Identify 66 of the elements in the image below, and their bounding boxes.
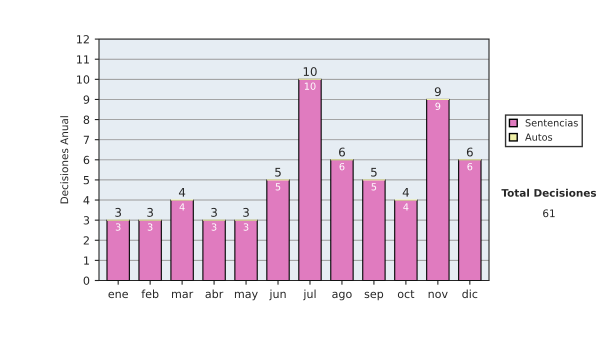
y-tick-label: 6 — [84, 156, 90, 164]
x-tick-label: may — [234, 292, 258, 300]
total-label: 10 — [304, 67, 317, 76]
bar — [458, 159, 482, 280]
x-tick-label: dic — [462, 290, 478, 298]
x-tick-label: sep — [364, 292, 384, 300]
y-tick-label: 12 — [77, 35, 89, 44]
bar — [234, 220, 258, 280]
data-label: 4 — [403, 203, 408, 210]
x-tick-label: ago — [332, 292, 352, 300]
legend-label: Autos — [525, 134, 552, 141]
data-label: 3 — [212, 223, 216, 231]
y-tick-label: 1 — [84, 256, 89, 265]
data-label: 10 — [304, 82, 316, 90]
y-tick-label: 8 — [84, 116, 90, 124]
x-tick-label: abr — [206, 290, 224, 298]
y-tick-label: 4 — [83, 196, 90, 204]
text: 61 — [543, 209, 555, 218]
total-label: 4 — [178, 188, 186, 197]
bar — [266, 179, 290, 280]
total-label: 4 — [402, 188, 409, 197]
y-tick-label: 2 — [84, 236, 89, 244]
bar — [106, 220, 130, 280]
data-label: 4 — [179, 203, 185, 210]
total-label: 3 — [115, 208, 121, 217]
total-label: 3 — [243, 208, 249, 217]
total-label: 6 — [466, 148, 473, 157]
x-tick-label: nov — [428, 292, 448, 298]
data-label: 5 — [372, 183, 376, 190]
total-label: 3 — [147, 208, 153, 217]
bar — [298, 78, 322, 280]
x-tick-label: jul — [303, 290, 316, 300]
data-label: 6 — [467, 162, 472, 170]
y-tick-label: 5 — [84, 176, 89, 184]
bar — [170, 199, 194, 280]
total-label: 6 — [339, 148, 345, 157]
bar — [362, 179, 386, 280]
data-label: 3 — [244, 223, 248, 231]
x-tick-label: jun — [269, 290, 286, 300]
bar — [394, 199, 418, 280]
x-tick-label: mar — [172, 292, 194, 298]
total-label: 9 — [434, 87, 441, 96]
bar — [426, 98, 450, 280]
bar — [202, 220, 226, 280]
legend-label: Sentencias — [526, 118, 578, 127]
x-tick-label: ene — [108, 292, 128, 298]
total-label: 5 — [275, 168, 281, 177]
x-tick-label: feb — [142, 290, 158, 298]
y-tick-label: 7 — [84, 136, 90, 144]
y-tick-label: 0 — [84, 276, 90, 285]
total-label: 3 — [211, 208, 217, 217]
x-tick-label: oct — [398, 290, 414, 298]
bar — [330, 159, 354, 280]
y-tick-label: 11 — [77, 55, 89, 64]
data-label: 3 — [116, 223, 120, 231]
data-label: 6 — [340, 162, 344, 170]
data-label: 9 — [435, 102, 440, 110]
bar — [138, 220, 162, 280]
data-label: 5 — [276, 183, 280, 190]
total-label: 5 — [371, 168, 377, 177]
y-tick-label: 10 — [77, 75, 90, 84]
data-label: 3 — [148, 223, 152, 231]
text: Total Decisiones — [501, 188, 596, 197]
y-tick-label: 3 — [84, 216, 90, 225]
y-axis-title: Decisiones Anual — [60, 116, 68, 204]
y-tick-label: 9 — [84, 95, 90, 104]
